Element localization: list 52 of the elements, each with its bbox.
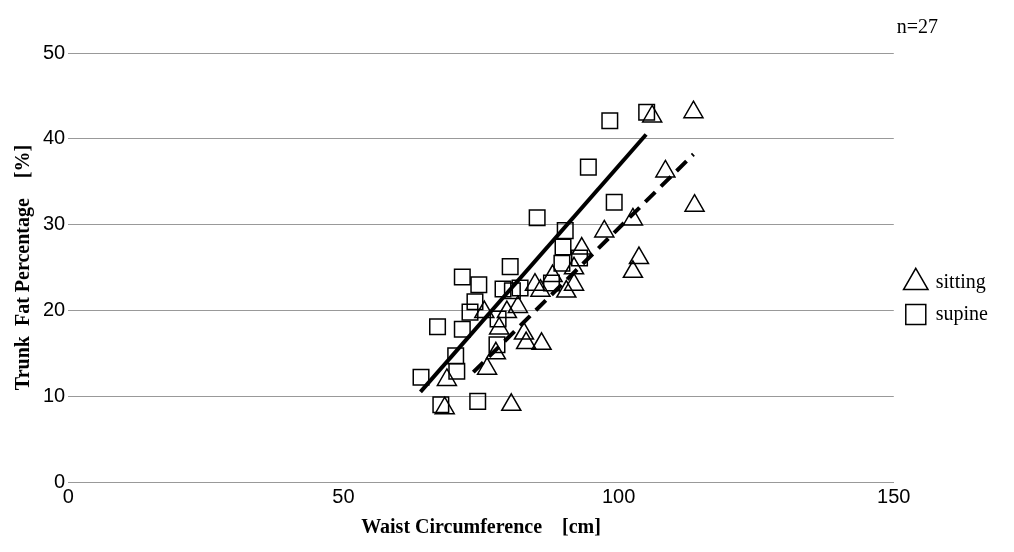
point bbox=[448, 362, 466, 380]
point bbox=[542, 274, 560, 292]
y-tick-label: 10 bbox=[43, 383, 66, 406]
point bbox=[474, 300, 495, 319]
x-tick-label: 150 bbox=[877, 484, 911, 507]
point bbox=[470, 276, 488, 294]
point bbox=[503, 282, 521, 300]
y-tick-label: 30 bbox=[43, 212, 66, 235]
point bbox=[556, 222, 574, 240]
point bbox=[622, 260, 644, 279]
point bbox=[605, 193, 623, 211]
point bbox=[542, 264, 563, 283]
point bbox=[628, 246, 650, 265]
point bbox=[469, 392, 487, 410]
point bbox=[579, 158, 597, 176]
point bbox=[488, 336, 506, 354]
point bbox=[571, 249, 589, 267]
point bbox=[528, 209, 546, 227]
point bbox=[453, 320, 471, 338]
point bbox=[507, 295, 529, 314]
y-tick-label: 20 bbox=[43, 297, 66, 320]
point bbox=[488, 316, 510, 335]
legend-label: supine bbox=[935, 301, 989, 325]
legend-label: sitting bbox=[935, 269, 986, 293]
point bbox=[601, 112, 619, 130]
point bbox=[501, 393, 522, 412]
y-tick-label: 40 bbox=[43, 126, 66, 149]
y-axis-title: Trunk Fat Percentage [%] bbox=[11, 144, 35, 391]
point bbox=[434, 396, 455, 415]
point bbox=[511, 279, 529, 297]
y-tick-label: 50 bbox=[43, 40, 66, 63]
point bbox=[638, 103, 656, 121]
point bbox=[515, 331, 537, 350]
point bbox=[531, 332, 552, 351]
point bbox=[447, 347, 465, 365]
point bbox=[513, 321, 535, 340]
x-axis-title: Waist Circumference [cm] bbox=[361, 515, 601, 538]
point bbox=[412, 368, 430, 386]
point bbox=[494, 280, 512, 298]
point bbox=[501, 258, 519, 276]
point bbox=[429, 318, 447, 336]
x-tick-label: 50 bbox=[332, 484, 355, 507]
point bbox=[453, 268, 471, 286]
point bbox=[466, 293, 484, 311]
point bbox=[485, 341, 507, 360]
point bbox=[461, 303, 479, 321]
point bbox=[489, 310, 507, 328]
point bbox=[496, 300, 518, 319]
text: n=27 bbox=[896, 15, 938, 38]
x-tick-label: 100 bbox=[601, 484, 636, 507]
point bbox=[553, 254, 571, 272]
point bbox=[436, 368, 458, 387]
